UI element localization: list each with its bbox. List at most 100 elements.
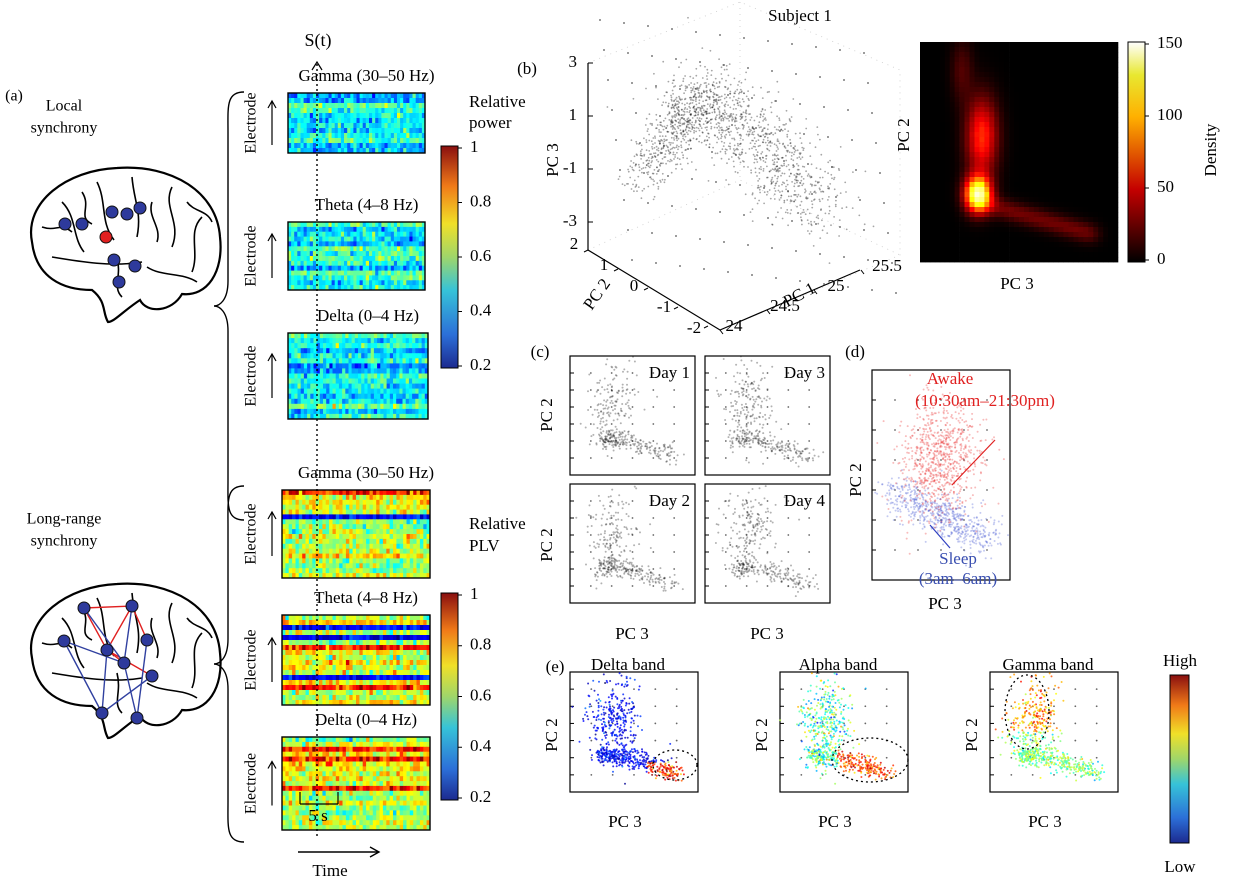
heatmap-cell <box>406 363 410 369</box>
heatmap-cell <box>361 368 365 374</box>
heatmap-cell <box>413 123 417 128</box>
heatmap-cell <box>406 280 410 285</box>
heatmap-cell <box>322 544 326 549</box>
heatmap-cell <box>361 363 365 369</box>
heatmap-cell <box>310 384 314 390</box>
heatmap-cell <box>353 490 357 495</box>
heatmap-cell <box>385 275 389 280</box>
heatmap-cell <box>397 143 401 148</box>
heatmap-cell <box>307 363 311 369</box>
heatmap-cell <box>394 280 398 285</box>
heatmap-cell <box>356 645 360 650</box>
heatmap-cell <box>375 266 379 271</box>
heatmap-cell <box>373 529 377 534</box>
heatmap-cell <box>363 510 367 515</box>
heatmap-cell <box>326 534 330 539</box>
heatmap-cell <box>356 505 360 510</box>
heatmap-cell <box>301 368 305 374</box>
heatmap-cell <box>329 133 333 138</box>
heatmap-cell <box>415 358 419 364</box>
heatmap-cell <box>319 558 323 563</box>
heatmap-cell <box>416 251 420 256</box>
label: Gamma (30–50 Hz) <box>298 463 434 482</box>
heatmap-cell <box>335 237 339 242</box>
heatmap-cell <box>422 404 426 410</box>
heatmap-cell <box>339 490 343 495</box>
heatmap-cell <box>374 399 378 405</box>
heatmap-cell <box>394 232 398 237</box>
heatmap-cell <box>350 138 354 143</box>
heatmap-cell <box>384 394 388 400</box>
heatmap-cell <box>393 514 397 519</box>
heatmap-cell <box>386 495 390 500</box>
heatmap-cell <box>366 251 370 256</box>
electrode <box>118 657 130 669</box>
heatmap-cell <box>325 237 329 242</box>
heatmap-cell <box>394 261 398 266</box>
heatmap-cell <box>359 539 363 544</box>
heatmap-cell <box>376 510 380 515</box>
heatmap-cell <box>373 563 377 568</box>
heatmap-cell <box>370 544 374 549</box>
heatmap-cell <box>394 133 398 138</box>
heatmap-cell <box>313 275 317 280</box>
heatmap-cell <box>336 384 340 390</box>
heatmap-cell <box>371 374 375 380</box>
heatmap-cell <box>376 519 380 524</box>
heatmap-cell <box>415 348 419 354</box>
heatmap-cell <box>309 554 313 559</box>
heatmap-cell <box>349 544 353 549</box>
heatmap-cell <box>363 266 367 271</box>
heatmap-cell <box>292 630 296 635</box>
heatmap-cell <box>353 241 357 246</box>
heatmap-cell <box>371 384 375 390</box>
heatmap-cell <box>347 133 351 138</box>
heatmap-cell <box>343 495 347 500</box>
heatmap-cell <box>326 409 330 415</box>
heatmap-cell <box>399 348 403 354</box>
heatmap-cell <box>350 275 354 280</box>
heatmap-cell <box>350 232 354 237</box>
heatmap-cell <box>358 394 362 400</box>
heatmap-cell <box>417 495 421 500</box>
heatmap-cell <box>301 103 305 108</box>
label: (a) <box>5 88 23 105</box>
heatmap-cell <box>325 280 329 285</box>
heatmap-cell <box>310 348 314 354</box>
heatmap-cell <box>335 108 339 113</box>
heatmap-cell <box>322 524 326 529</box>
heatmap-cell <box>406 358 410 364</box>
heatmap-cell <box>291 256 295 261</box>
heatmap-cell <box>388 93 392 98</box>
heatmap-cell <box>390 404 394 410</box>
heatmap-cell <box>307 98 311 103</box>
heatmap-cell <box>299 615 303 620</box>
heatmap-cell <box>296 568 300 573</box>
heatmap-cell <box>363 563 367 568</box>
heatmap-cell <box>329 389 333 395</box>
heatmap-cell <box>375 113 379 118</box>
heatmap-cell <box>385 227 389 232</box>
heatmap-cell <box>386 500 390 505</box>
heatmap-cell <box>307 138 311 143</box>
heatmap-cell <box>301 237 305 242</box>
heatmap-cell <box>320 409 324 415</box>
heatmap-cell <box>357 113 361 118</box>
heatmap-cell <box>329 635 333 640</box>
heatmap-cell <box>291 353 295 359</box>
heatmap-cell <box>386 529 390 534</box>
heatmap-cell <box>291 98 295 103</box>
heatmap-cell <box>375 123 379 128</box>
heatmap-cell <box>368 343 372 349</box>
heatmap-cell <box>381 232 385 237</box>
heatmap-cell <box>364 409 368 415</box>
heatmap-cell <box>322 519 326 524</box>
heatmap-cell <box>364 338 368 344</box>
heatmap-cell <box>329 539 333 544</box>
heatmap-cell <box>323 379 327 385</box>
heatmap-cell <box>417 510 421 515</box>
heatmap-cell <box>369 103 373 108</box>
heatmap-cell <box>291 222 295 227</box>
heatmap-cell <box>353 256 357 261</box>
heatmap-cell <box>339 333 343 339</box>
